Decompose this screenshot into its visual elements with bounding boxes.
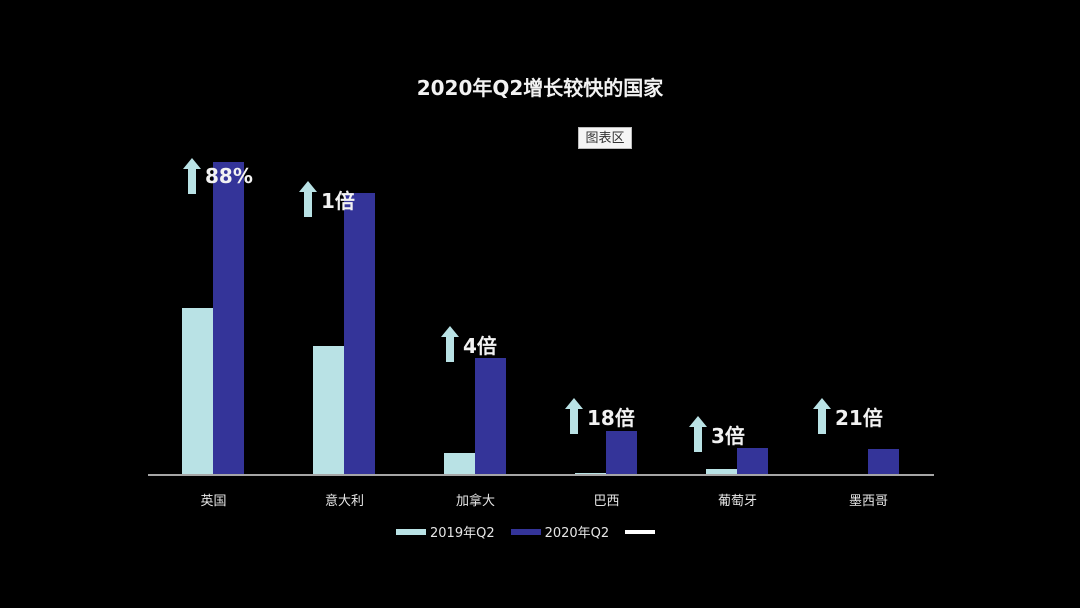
legend-item-2020[interactable]: 2020年Q2 xyxy=(510,522,610,541)
bar-2020[interactable] xyxy=(868,449,899,475)
bar-2020[interactable] xyxy=(737,448,768,475)
bar-2019[interactable] xyxy=(444,453,475,475)
growth-annotation: 3倍 xyxy=(689,416,745,452)
bar-2019[interactable] xyxy=(706,469,737,475)
plot-area[interactable] xyxy=(148,150,934,475)
legend-swatch-line xyxy=(625,529,656,534)
bar-group xyxy=(410,150,541,475)
category-label: 巴西 xyxy=(593,494,620,509)
growth-label: 21倍 xyxy=(835,405,883,430)
bar-group xyxy=(672,150,803,475)
category-label: 英国 xyxy=(200,494,227,509)
bar-group xyxy=(279,150,410,475)
growth-annotation: 88% xyxy=(183,158,253,194)
category-label: 墨西哥 xyxy=(848,494,888,509)
up-arrow-icon xyxy=(813,398,831,434)
legend-swatch-2020 xyxy=(510,528,541,535)
up-arrow-icon xyxy=(183,158,201,194)
growth-annotation: 1倍 xyxy=(299,181,355,217)
growth-label: 3倍 xyxy=(711,423,745,448)
growth-label: 1倍 xyxy=(321,188,355,213)
growth-label: 4倍 xyxy=(463,333,497,358)
legend-swatch-2019 xyxy=(396,528,426,535)
legend-item-line[interactable] xyxy=(625,529,659,534)
bar-2020[interactable] xyxy=(344,193,375,475)
x-axis-line xyxy=(148,474,934,476)
bar-group xyxy=(148,150,279,475)
bar-2020[interactable] xyxy=(213,162,244,475)
bar-2019[interactable] xyxy=(182,308,213,475)
legend-item-2019[interactable]: 2019年Q2 xyxy=(396,522,495,541)
up-arrow-icon xyxy=(565,398,583,434)
category-label: 意大利 xyxy=(324,494,364,509)
legend-label-2019: 2019年Q2 xyxy=(430,526,495,541)
bar-2019[interactable] xyxy=(313,346,344,475)
legend: 2019年Q2 2020年Q2 xyxy=(396,522,675,541)
growth-annotation: 21倍 xyxy=(813,398,883,434)
growth-annotation: 18倍 xyxy=(565,398,635,434)
up-arrow-icon xyxy=(299,181,317,217)
bar-2020[interactable] xyxy=(475,358,506,475)
chart-area-tooltip: 图表区 xyxy=(578,127,632,149)
growth-label: 88% xyxy=(205,164,253,188)
category-label: 加拿大 xyxy=(455,494,495,509)
growth-label: 18倍 xyxy=(587,405,635,430)
category-label: 葡萄牙 xyxy=(717,494,757,509)
chart-title: 2020年Q2增长较快的国家 xyxy=(416,76,664,100)
up-arrow-icon xyxy=(441,326,459,362)
bar-group xyxy=(803,150,934,475)
up-arrow-icon xyxy=(689,416,707,452)
legend-label-2020: 2020年Q2 xyxy=(544,526,610,541)
growth-annotation: 4倍 xyxy=(441,326,497,362)
bar-2020[interactable] xyxy=(606,431,637,475)
